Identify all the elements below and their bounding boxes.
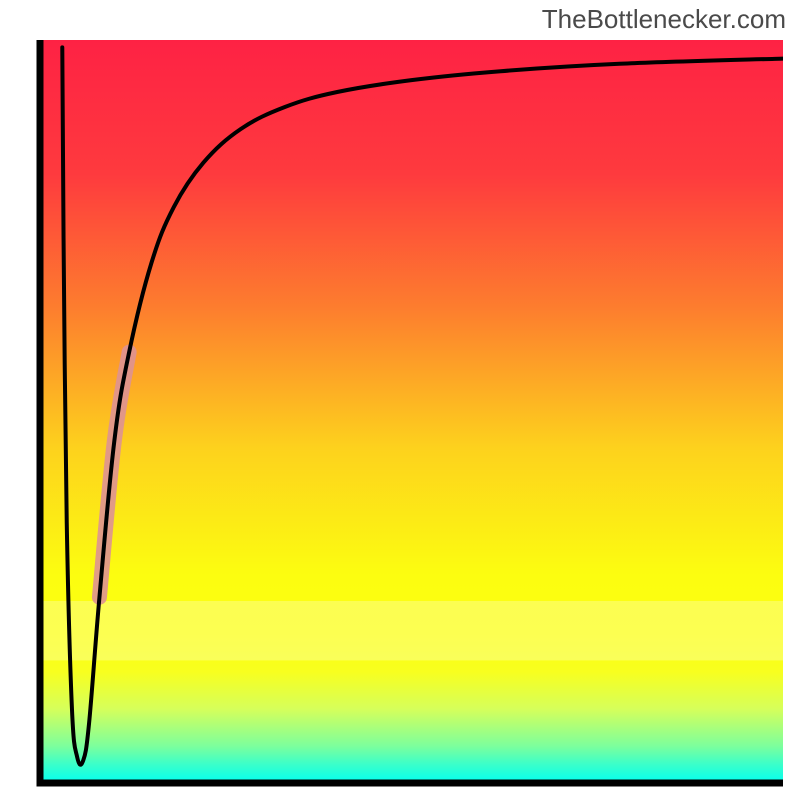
gradient-background	[40, 40, 783, 783]
haze-band	[40, 601, 783, 660]
watermark: TheBottlenecker.com	[542, 4, 786, 35]
bottleneck-chart	[0, 0, 800, 800]
chart-frame: TheBottlenecker.com	[0, 0, 800, 800]
